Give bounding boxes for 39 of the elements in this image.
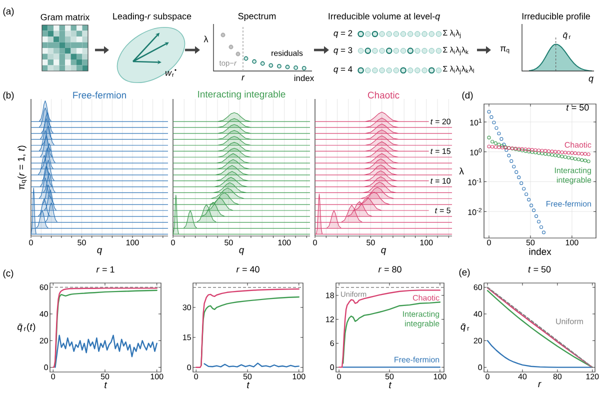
chart-title: r = 1 [96,266,114,273]
text: r [242,76,245,80]
text: q = 2 [334,30,352,38]
text: (c) [3,270,14,278]
text: q̄$_{r}$ [563,32,571,40]
x-axis-title: index [529,248,552,255]
x-axis-title: t [389,382,392,388]
y-axis-title: λ [459,168,464,174]
text: Irreducible profile [522,12,590,22]
text: q = 4 [334,66,352,74]
x-axis-title: r [538,382,542,388]
text: q [588,76,594,84]
text: q = 3 [334,47,352,55]
y-axis-title: π$_{q}$(r = 1, t) [18,146,27,190]
chart-title: Interacting integrable [198,90,286,100]
chart-title: Free-fermion [73,92,126,98]
x-axis-title: t [104,382,108,388]
chart-title: r = 40 [236,266,260,273]
text: Irreducible volume at level-q [328,12,440,22]
text: (d) [462,92,473,100]
text: (e) [459,268,470,278]
text: Leading-r subspace [113,12,192,22]
text: index [294,74,314,82]
chart-title: t = 50 [528,266,551,273]
x-axis-title: q [381,248,386,256]
y-axis-title: q̄$_{r}$(t) [18,323,36,332]
chart-title: r = 80 [378,266,402,273]
y-axis-title: q̄$_{r}$ [460,323,470,332]
x-axis-title: q [97,248,102,256]
text: λ [204,36,208,42]
text: Gram matrix [40,14,90,20]
text: (a) [3,8,14,16]
x-axis-title: t [247,382,250,388]
text: (b) [3,92,14,100]
chart-title: t = 50 [566,104,589,111]
text: Spectrum [238,12,276,22]
x-axis-title: q [239,248,244,256]
text: π$_{q}$ [500,46,510,54]
chart-title: Chaotic [368,92,400,98]
